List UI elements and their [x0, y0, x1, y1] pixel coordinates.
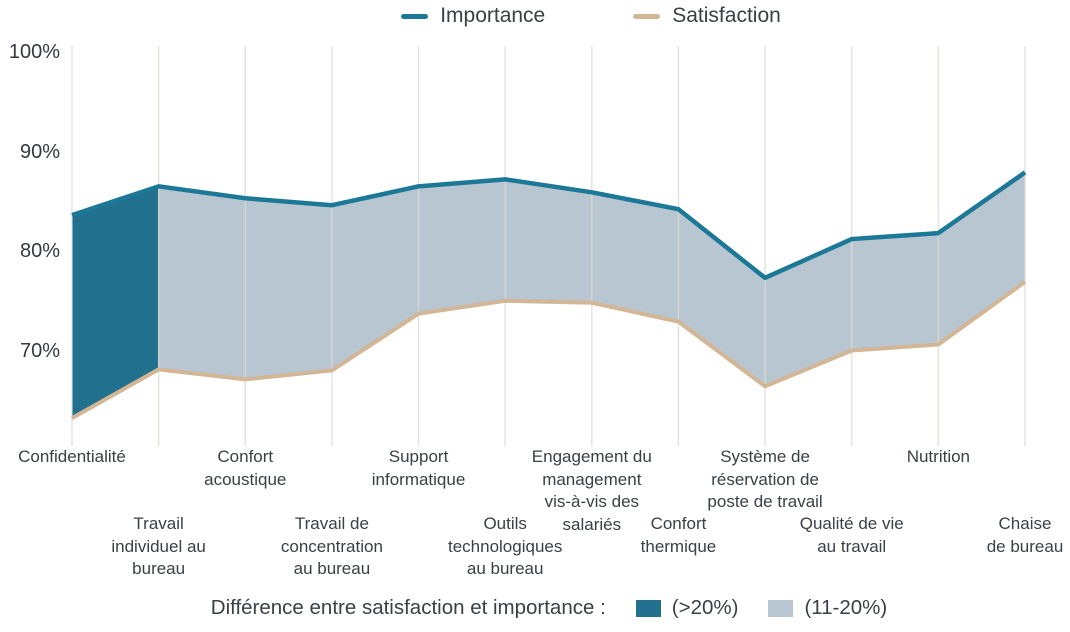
x-category-label-8: Système de réservation de poste de trava… [707, 447, 823, 511]
x-category-label-2: Confort acoustique [204, 447, 287, 489]
band-segment-3 [331, 186, 419, 371]
band-segment-2 [245, 198, 332, 380]
importance-line [71, 170, 1027, 281]
y-tick-label-90: 90% [19, 140, 60, 163]
legend-item-importance: Importance [401, 4, 545, 28]
legend-label-diff-11-20: (11-20%) [804, 596, 888, 619]
x-category-label-9: Qualité de vie au travail [799, 514, 904, 556]
x-category-label-3: Travail de concentration au bureau [280, 514, 383, 578]
band-segment-1 [158, 186, 246, 380]
y-tick-label-100: 100% [8, 41, 60, 63]
x-category-label-5: Outils technologiques au bureau [447, 514, 563, 578]
band-segment-8 [765, 239, 852, 387]
legend-item-satisfaction: Satisfaction [633, 4, 781, 28]
satisfaction-line-swatch [633, 13, 661, 19]
legend-label-importance: Importance [440, 4, 546, 27]
x-category-label-4: Support informatique [371, 447, 466, 489]
satisfaction-line [71, 280, 1027, 420]
band-segment-10 [938, 172, 1025, 345]
x-category-label-0: Confidentialité [18, 447, 126, 466]
x-category-label-10: Nutrition [906, 447, 971, 466]
y-tick-label-80: 80% [19, 240, 60, 262]
importance-line-swatch [401, 13, 429, 19]
chart-canvas [71, 46, 1027, 446]
band-segment-5 [505, 179, 592, 303]
legend-label-satisfaction: Satisfaction [672, 4, 781, 27]
diff-gt20-swatch [635, 599, 661, 617]
y-tick-label-70: 70% [19, 339, 60, 362]
difference-legend-title: Différence entre satisfaction et importa… [210, 596, 606, 619]
diff-11-20-swatch [768, 599, 794, 617]
band-segment-4 [418, 179, 506, 314]
legend-item-diff-gt20: (>20%) [635, 596, 739, 620]
band-segment-0 [72, 186, 159, 419]
band-segment-7 [678, 209, 766, 387]
chart-legend: Importance Satisfaction [56, 4, 1070, 28]
x-category-label-11: Chaise de bureau [986, 514, 1064, 556]
difference-legend: Différence entre satisfaction et importa… [14, 596, 1070, 620]
x-category-label-6: Engagement du management vis-à-vis des s… [531, 447, 652, 534]
legend-item-diff-11-20: (11-20%) [768, 596, 887, 620]
band-segment-9 [851, 233, 939, 351]
x-category-label-7: Confort thermique [640, 514, 717, 556]
x-category-label-1: Travail individuel au bureau [111, 514, 206, 578]
band-segment-6 [591, 192, 679, 322]
legend-label-diff-gt20: (>20%) [671, 596, 739, 619]
